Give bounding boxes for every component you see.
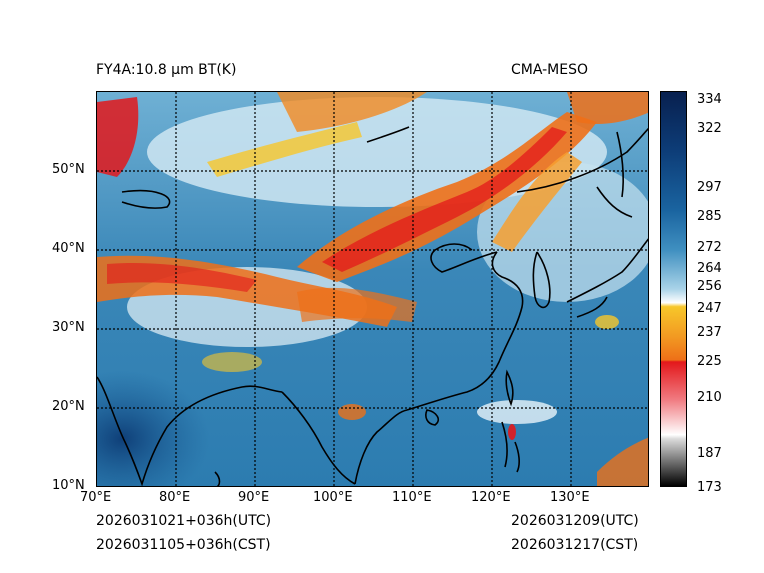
satellite-map: [96, 91, 649, 487]
colorbar-canvas: [661, 92, 686, 486]
lon-label-110E: 110°E: [392, 490, 432, 505]
lat-label-30N: 30°N: [52, 320, 85, 335]
cold-cloud-philippines: [508, 424, 516, 440]
colorbar-tick-285: 285: [697, 209, 722, 224]
colorbar-tick-334: 334: [697, 92, 722, 107]
lon-label-100E: 100°E: [313, 490, 353, 505]
colorbar: [660, 91, 687, 487]
coast-sri-lanka: [214, 471, 221, 486]
coast-russia: [516, 127, 648, 193]
lon-label-70E: 70°E: [80, 490, 112, 505]
lon-label-130E: 130°E: [550, 490, 590, 505]
colorbar-tick-237: 237: [697, 325, 722, 340]
coast-india: [97, 376, 283, 486]
map-canvas: [97, 92, 648, 486]
cold-cloud-northeast: [567, 92, 648, 124]
coast-lake-baikal: [366, 126, 410, 143]
graticule: [97, 92, 648, 486]
coast-philippines: [501, 421, 520, 473]
colorbar-fill: [661, 92, 686, 486]
lat-label-40N: 40°N: [52, 241, 85, 256]
coast-bohai: [430, 243, 498, 273]
lon-label-120E: 120°E: [471, 490, 511, 505]
lon-label-80E: 80°E: [159, 490, 191, 505]
valid-time-cst: 2026031217(CST): [511, 537, 639, 553]
coast-indochina: [281, 391, 408, 485]
cold-cloud-pacific: [595, 315, 619, 329]
colorbar-tick-225: 225: [697, 354, 722, 369]
colorbar-tick-187: 187: [697, 446, 722, 461]
cold-cloud-east-band: [492, 152, 582, 252]
cold-cloud-west-core: [107, 262, 257, 292]
coastlines: [97, 126, 648, 486]
cold-cloud-northwest: [97, 97, 139, 177]
colorbar-tick-322: 322: [697, 121, 722, 136]
colorbar-tick-264: 264: [697, 261, 722, 276]
coast-sea-okhotsk: [596, 186, 633, 218]
plot-title-right: CMA-MESO: [511, 62, 589, 78]
init-time-cst: 2026031105+036h(CST): [96, 537, 271, 553]
cold-cloud-sumatra: [597, 437, 648, 486]
lon-label-90E: 90°E: [238, 490, 270, 505]
coast-korea: [532, 251, 551, 309]
coast-hainan: [425, 409, 439, 426]
coast-sakhalin: [616, 131, 624, 198]
init-time-utc: 2026031021+036h(UTC): [96, 513, 272, 529]
lat-label-10N: 10°N: [52, 478, 85, 493]
colorbar-tick-256: 256: [697, 279, 722, 294]
plot-title-left: FY4A:10.8 µm BT(K): [96, 62, 237, 78]
coast-caspian: [121, 189, 171, 209]
cold-cloud-india-1: [202, 352, 262, 372]
cold-cloud-north-streak: [277, 92, 427, 132]
colorbar-tick-272: 272: [697, 240, 722, 255]
cold-cloud-yellow-north: [207, 122, 362, 177]
lat-label-50N: 50°N: [52, 162, 85, 177]
cold-cloud-south-china: [297, 287, 417, 322]
coast-taiwan: [505, 369, 514, 407]
coast-south-china: [406, 251, 524, 411]
coast-japan: [566, 238, 648, 318]
valid-time-utc: 2026031209(UTC): [511, 513, 639, 529]
cold-cloud-band-core: [322, 127, 567, 272]
cloud-sea-light: [477, 400, 557, 424]
colorbar-tick-247: 247: [697, 301, 722, 316]
cold-cloud-india-2: [338, 404, 366, 420]
colorbar-tick-297: 297: [697, 180, 722, 195]
colorbar-tick-173: 173: [697, 480, 722, 495]
lat-label-20N: 20°N: [52, 399, 85, 414]
colorbar-tick-210: 210: [697, 390, 722, 405]
